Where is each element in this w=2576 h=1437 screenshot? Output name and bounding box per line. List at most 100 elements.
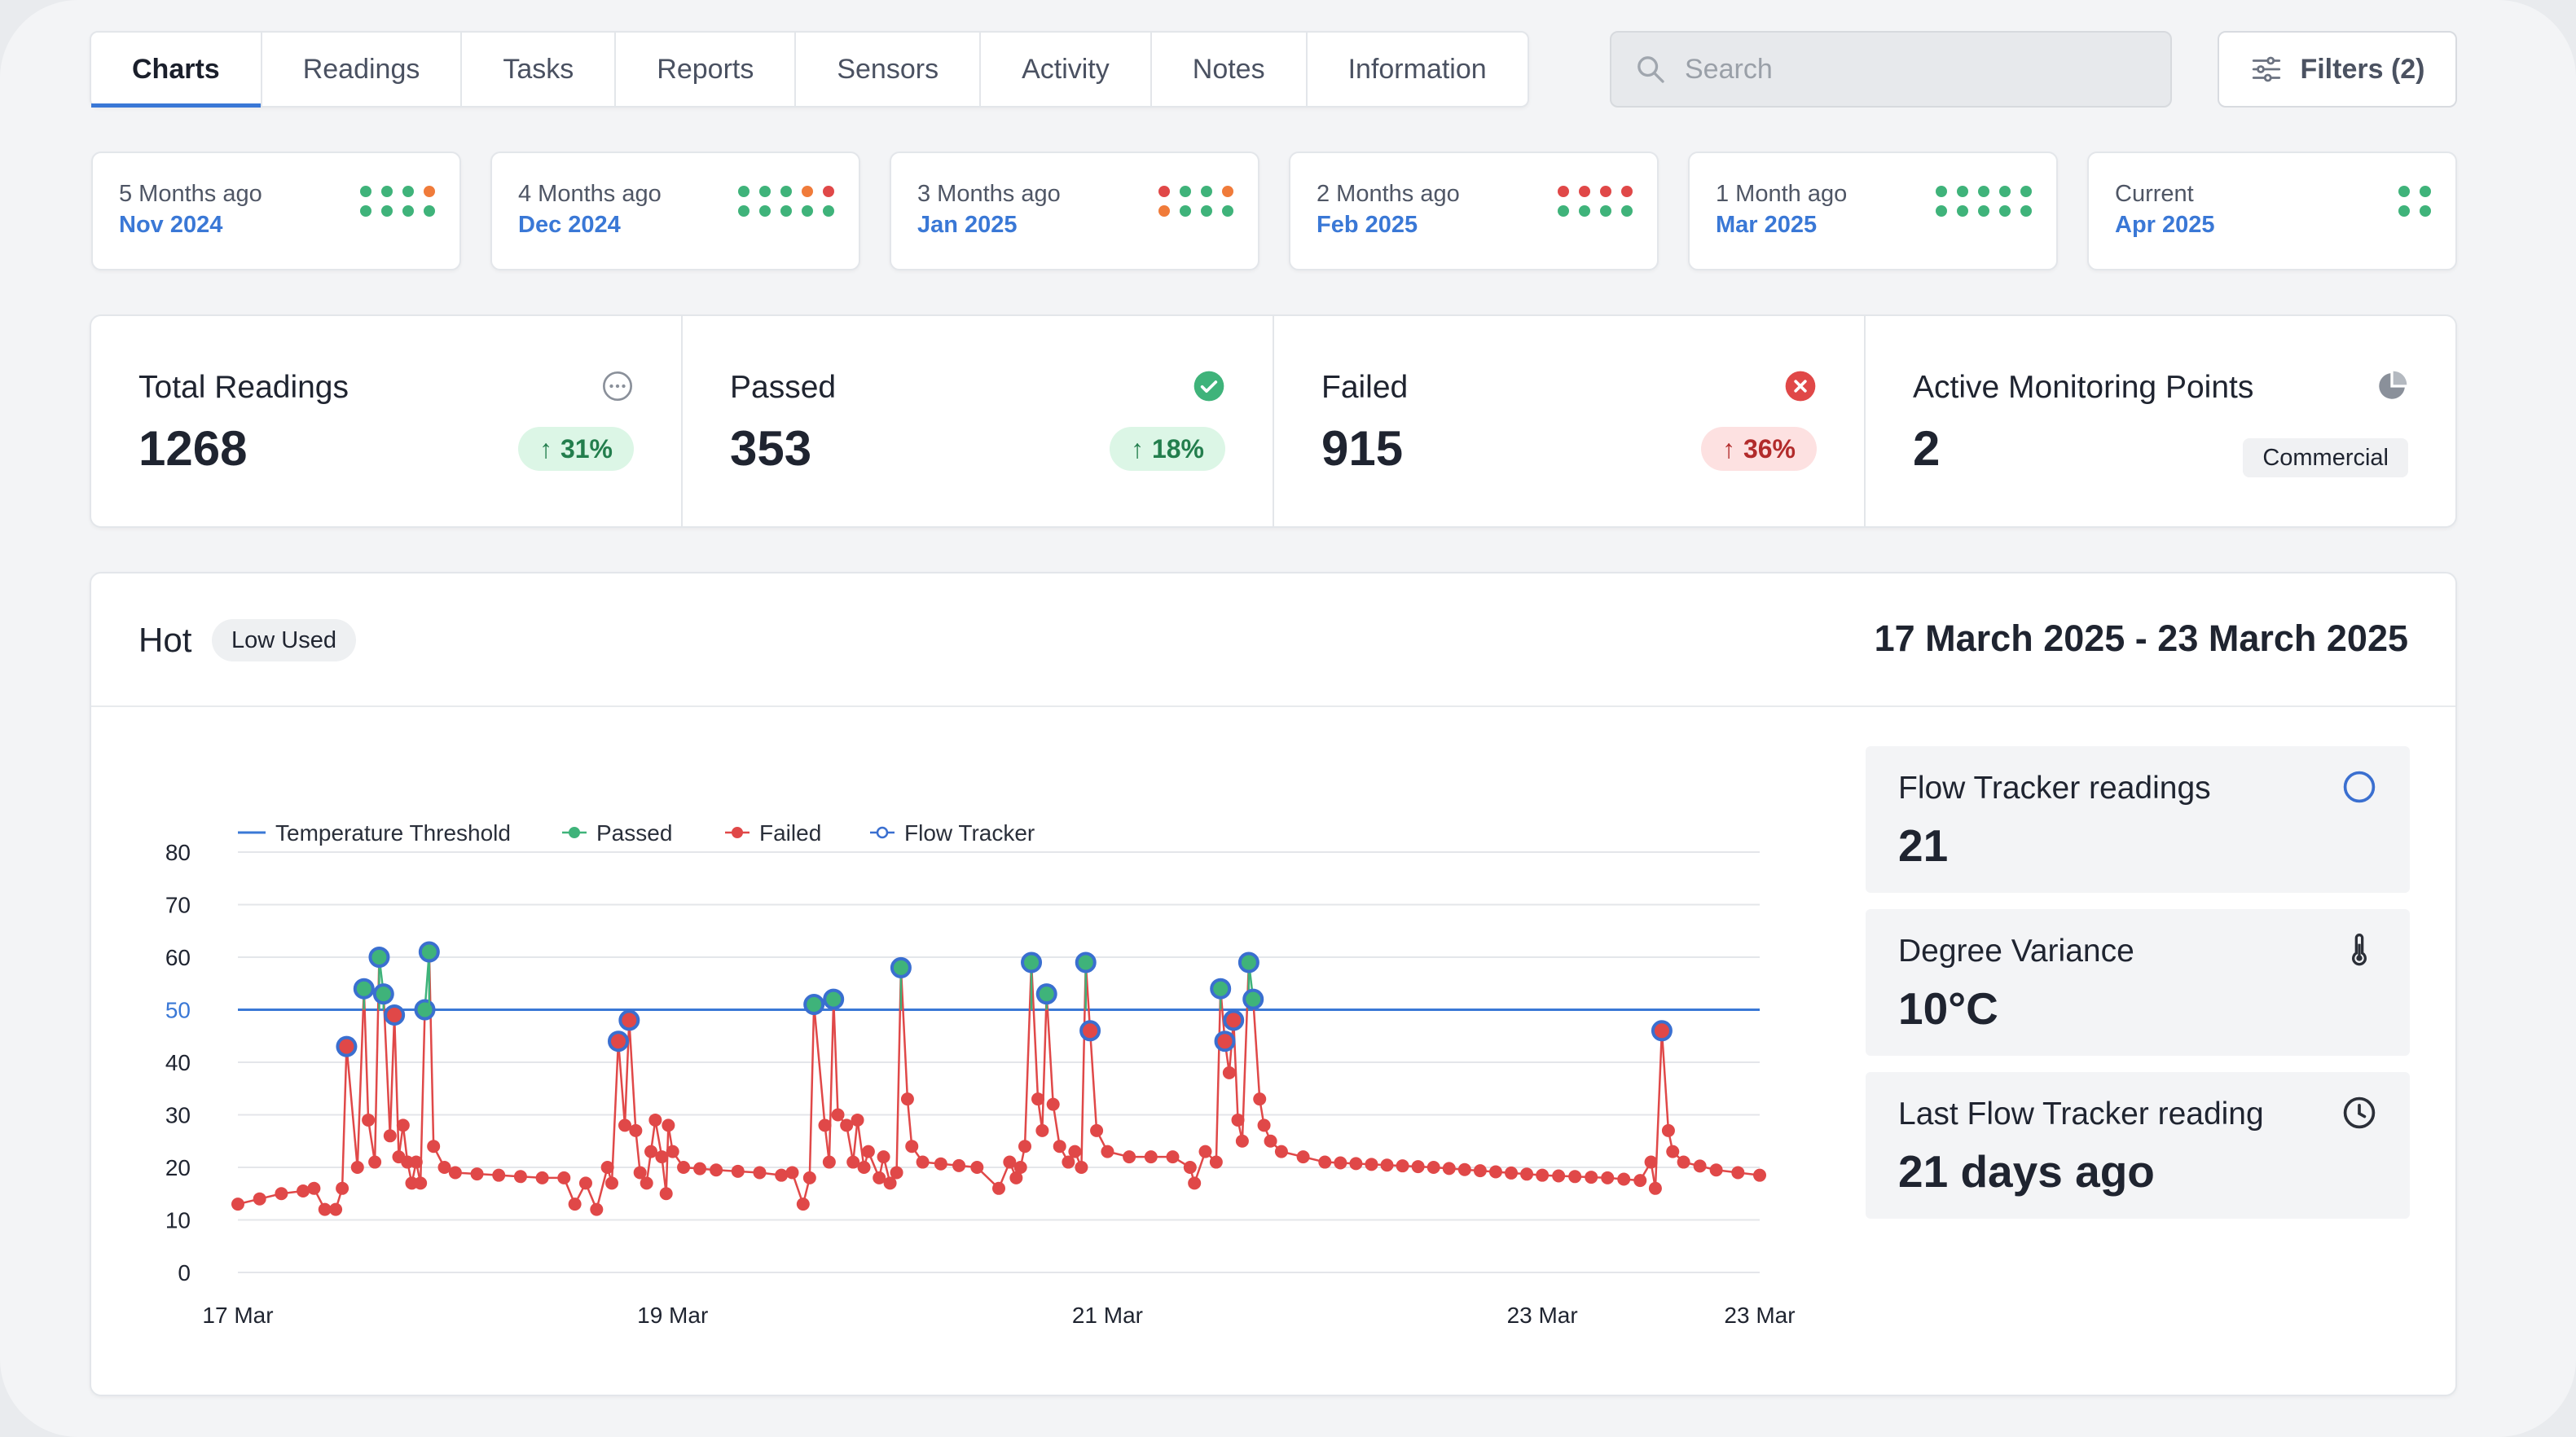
tab-information[interactable]: Information	[1347, 53, 1487, 85]
failed-point	[1188, 1176, 1202, 1190]
search-box[interactable]	[1610, 31, 2172, 108]
failed-point	[1090, 1123, 1104, 1137]
status-dot	[2398, 186, 2410, 197]
period-label: 5 Months ago	[119, 181, 262, 207]
status-dot	[823, 205, 834, 217]
change-value: 31%	[560, 433, 613, 464]
failed-point	[350, 1161, 364, 1174]
info-card-degree-variance: Degree Variance 10°C	[1866, 909, 2410, 1056]
period-label: 2 Months ago	[1317, 181, 1460, 207]
tab-tasks[interactable]: Tasks	[462, 33, 617, 106]
failed-point	[775, 1168, 789, 1182]
failed-point	[1666, 1145, 1680, 1158]
flow-tracker-point	[823, 988, 845, 1010]
segment-tag: Commercial	[2243, 438, 2408, 477]
series-line	[617, 1041, 626, 1126]
failed-point	[662, 1118, 675, 1132]
failed-point	[513, 1170, 527, 1184]
period-card[interactable]: 1 Month ago Mar 2025	[1688, 152, 2058, 270]
failed-point	[600, 1161, 614, 1174]
tab-sensors[interactable]: Sensors	[796, 33, 982, 106]
tab-reports[interactable]: Reports	[616, 33, 797, 106]
failed-point	[666, 1145, 679, 1158]
stat-value: 2	[1913, 421, 1941, 476]
failed-point	[857, 1161, 871, 1174]
tab-charts[interactable]: Charts	[91, 33, 262, 108]
change-badge: ↑ 36%	[1700, 427, 1817, 471]
period-card[interactable]: 3 Months ago Jan 2025	[890, 152, 1259, 270]
y-tick-label: 50	[165, 998, 191, 1023]
failed-point	[785, 1166, 799, 1180]
status-dot	[1579, 205, 1590, 217]
series-line	[906, 1099, 913, 1147]
period-label: 3 Months ago	[917, 181, 1061, 207]
failed-point	[1488, 1165, 1502, 1179]
failed-point	[427, 1140, 441, 1154]
flow-tracker-point	[1242, 988, 1264, 1010]
series-line	[628, 1020, 637, 1131]
status-dot	[802, 186, 813, 197]
status-dot	[381, 186, 393, 197]
failed-point	[383, 1129, 397, 1143]
series-line	[1088, 1031, 1098, 1131]
filters-button[interactable]: Filters (2)	[2218, 31, 2457, 108]
series-line	[1052, 1104, 1061, 1147]
failed-point	[1426, 1161, 1440, 1174]
more-dots-icon[interactable]	[601, 370, 634, 402]
legend-marker	[569, 827, 580, 838]
stat-total-readings: Total Readings 1268 ↑ 31%	[91, 316, 683, 526]
chart-panel-header: Hot Low Used 17 March 2025 - 23 March 20…	[91, 573, 2455, 707]
legend-label: Failed	[759, 820, 821, 846]
period-card[interactable]: 4 Months ago Dec 2024	[490, 152, 860, 270]
period-label: Current	[2115, 181, 2194, 207]
period-card[interactable]: 2 Months ago Feb 2025	[1289, 152, 1659, 270]
y-tick-label: 20	[165, 1155, 191, 1180]
status-dot	[1999, 186, 2011, 197]
stat-value: 353	[730, 421, 812, 476]
series-line	[1660, 1031, 1670, 1131]
status-dots	[1158, 186, 1233, 217]
status-dot	[381, 205, 393, 217]
status-dots	[1936, 186, 2032, 217]
failed-point	[1003, 1155, 1017, 1169]
failed-point	[818, 1118, 832, 1132]
pie-chart-icon	[2379, 371, 2407, 399]
failed-point	[900, 1092, 914, 1106]
series-line	[1030, 962, 1040, 1100]
series-line	[899, 967, 909, 1100]
tab-notes[interactable]: Notes	[1152, 33, 1308, 106]
y-tick-label: 70	[165, 893, 191, 918]
series-line	[393, 1014, 400, 1158]
failed-point	[437, 1161, 451, 1174]
status-dots	[360, 186, 435, 217]
status-dot	[1621, 205, 1633, 217]
tab-readings[interactable]: Readings	[262, 33, 463, 106]
info-value: 21	[1898, 820, 1949, 871]
status-dot	[424, 186, 435, 197]
failed-point	[840, 1118, 854, 1132]
failed-point	[1318, 1155, 1332, 1169]
failed-point	[297, 1184, 310, 1198]
period-label: 4 Months ago	[518, 181, 662, 207]
status-dot	[1558, 205, 1569, 217]
failed-point	[1123, 1150, 1136, 1164]
failed-point	[1068, 1145, 1082, 1158]
failed-point	[1209, 1155, 1223, 1169]
status-dot	[1579, 186, 1590, 197]
x-tick-label: 17 Mar	[202, 1303, 273, 1328]
period-card[interactable]: Current Apr 2025	[2087, 152, 2457, 270]
stat-value: 915	[1321, 421, 1404, 476]
stat-value: 1268	[138, 421, 248, 476]
info-title: Flow Tracker readings	[1898, 771, 2211, 806]
series-line	[596, 1167, 609, 1210]
failed-point	[618, 1118, 632, 1132]
sliders-icon	[2253, 56, 2281, 82]
search-input[interactable]	[1685, 53, 2141, 86]
series-line	[812, 1004, 826, 1126]
tab-activity[interactable]: Activity	[981, 33, 1152, 106]
period-card[interactable]: 5 Months ago Nov 2024	[91, 152, 461, 270]
search-icon	[1637, 56, 1664, 83]
failed-point	[1274, 1145, 1288, 1158]
date-range[interactable]: 17 March 2025 - 23 March 2025	[1874, 617, 2408, 659]
